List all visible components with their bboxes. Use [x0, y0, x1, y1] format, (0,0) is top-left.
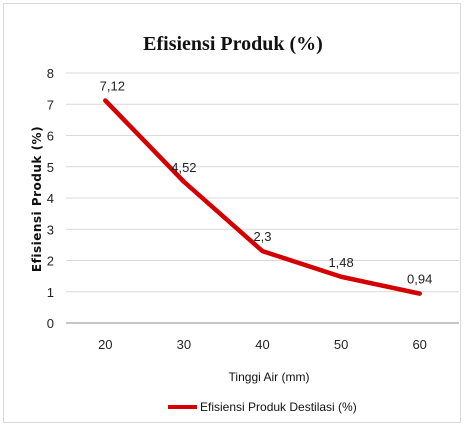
data-label: 7,12: [100, 79, 125, 94]
x-tick-label: 40: [255, 337, 269, 352]
y-axis-ticks: 0 1 2 3 4 5 6 7 8: [47, 66, 54, 331]
series-layer: [103, 98, 422, 296]
chart-title: Efisiensi Produk (%): [143, 33, 323, 55]
data-label: 4,52: [171, 160, 196, 175]
data-labels: 7,12 4,52 2,3 1,48 0,94: [100, 79, 433, 287]
x-axis-title: Tinggi Air (mm): [229, 370, 310, 384]
data-label: 1,48: [328, 255, 353, 270]
legend-label: Efisiensi Produk Destilasi (%): [200, 400, 357, 414]
y-tick-label: 3: [47, 222, 54, 237]
data-label: 2,3: [253, 229, 271, 244]
x-tick-label: 30: [177, 337, 191, 352]
data-label: 0,94: [407, 272, 432, 287]
grid-lines: [66, 72, 459, 324]
x-axis-ticks: 20 30 40 50 60: [98, 337, 427, 352]
y-tick-label: 4: [47, 191, 54, 206]
y-tick-label: 7: [47, 97, 54, 112]
series-line: [103, 98, 422, 296]
y-tick-label: 5: [47, 160, 54, 175]
y-tick-label: 0: [47, 316, 54, 331]
line-chart: Efisiensi Produk (%) 0 1 2 3 4 5 6 7 8 20 30 40 50 6…: [30, 33, 459, 414]
y-tick-label: 6: [47, 129, 54, 144]
x-tick-label: 60: [412, 337, 426, 352]
legend: Efisiensi Produk Destilasi (%): [168, 400, 357, 414]
y-axis-title: Efisiensi Produk (%): [30, 126, 44, 272]
x-tick-label: 50: [334, 337, 348, 352]
y-tick-label: 8: [47, 66, 54, 81]
y-tick-label: 1: [47, 285, 54, 300]
x-tick-label: 20: [98, 337, 112, 352]
y-tick-label: 2: [47, 254, 54, 269]
chart-frame: Efisiensi Produk (%) 0 1 2 3 4 5 6 7 8 20 30 40 50 6…: [3, 3, 461, 423]
